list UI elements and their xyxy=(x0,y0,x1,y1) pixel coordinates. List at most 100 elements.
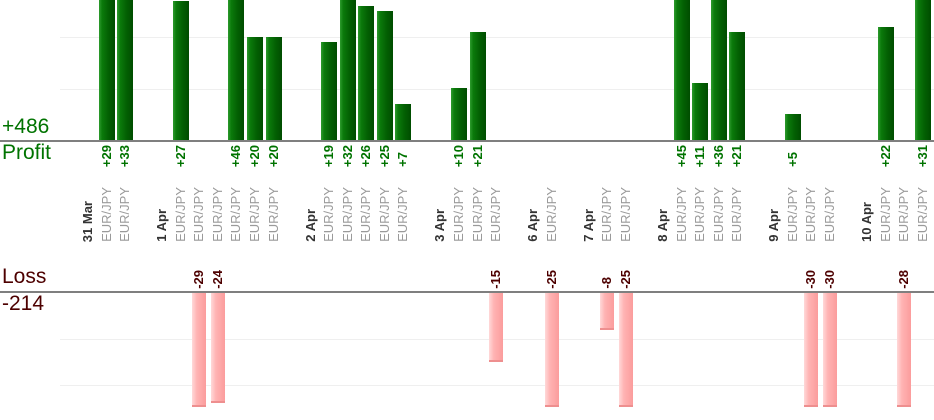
symbol-label: EUR/JPY xyxy=(599,187,615,242)
profit-value-label: +11 xyxy=(692,145,708,167)
profit-bar xyxy=(265,37,282,140)
profit-value-label: +5 xyxy=(784,152,800,167)
date-label: 31 Mar xyxy=(80,200,95,242)
loss-axis-line xyxy=(0,291,934,293)
symbol-label: EUR/JPY xyxy=(395,187,411,242)
symbol-label: EUR/JPY xyxy=(451,187,466,242)
profit-bar xyxy=(451,88,467,140)
profit-axis-line xyxy=(0,140,934,142)
symbol-label: EUR/JPY xyxy=(321,187,337,242)
symbol-label: EUR/JPY xyxy=(246,187,262,242)
loss-total-label: -214 xyxy=(2,292,45,315)
loss-value-label: -25 xyxy=(543,270,559,289)
symbol-label: EUR/JPY xyxy=(673,187,689,242)
profit-bar xyxy=(172,1,189,140)
loss-bar xyxy=(192,293,207,407)
symbol-label: EUR/JPY xyxy=(209,187,225,242)
symbol-label: EUR/JPY xyxy=(877,187,893,242)
profit-bar xyxy=(673,0,690,140)
loss-axis-title: Loss xyxy=(2,265,47,288)
symbol-label: EUR/JPY xyxy=(228,187,244,242)
profit-value-label: +45 xyxy=(673,144,689,167)
loss-value-label: -28 xyxy=(896,270,912,289)
profit-bar xyxy=(376,11,393,140)
profit-value-label: +46 xyxy=(228,144,244,167)
profit-value-label: +22 xyxy=(877,144,893,167)
profit-value-label: +21 xyxy=(729,144,745,167)
symbol-label: EUR/JPY xyxy=(914,187,930,242)
loss-value-label: -15 xyxy=(488,270,504,289)
profit-bar xyxy=(784,114,801,140)
profit-bar xyxy=(98,0,115,140)
profit-value-label: +19 xyxy=(321,144,337,167)
loss-value-label: -24 xyxy=(209,270,225,289)
symbol-label: EUR/JPY xyxy=(803,187,819,242)
profit-value-label: +33 xyxy=(117,144,133,167)
profit-bar xyxy=(228,0,245,140)
gridline xyxy=(60,89,934,90)
profit-value-label: +36 xyxy=(710,144,726,167)
date-label: 7 Apr xyxy=(580,209,596,242)
profit-bar xyxy=(117,0,134,140)
symbol-label: EUR/JPY xyxy=(117,187,133,242)
symbol-label: EUR/JPY xyxy=(98,187,114,242)
loss-value-label: -25 xyxy=(617,270,633,289)
symbol-label: EUR/JPY xyxy=(710,187,726,242)
loss-bar xyxy=(489,293,504,362)
date-label: 9 Apr xyxy=(766,209,782,242)
profit-bar xyxy=(321,42,338,140)
symbol-label: EUR/JPY xyxy=(172,187,188,242)
loss-bar xyxy=(804,293,819,407)
profit-value-label: +10 xyxy=(451,144,466,167)
symbol-label: EUR/JPY xyxy=(543,187,559,242)
gridline xyxy=(60,385,934,386)
loss-bar xyxy=(544,293,559,407)
profit-value-label: +7 xyxy=(395,152,411,167)
symbol-label: EUR/JPY xyxy=(191,187,207,242)
profit-bar xyxy=(395,104,412,140)
loss-value-label: -29 xyxy=(191,270,207,289)
profit-value-label: +27 xyxy=(172,144,188,167)
profit-bar xyxy=(710,0,727,140)
symbol-label: EUR/JPY xyxy=(358,187,374,242)
profit-axis-title: Profit xyxy=(2,141,52,164)
profit-bar xyxy=(358,6,375,140)
loss-value-label: -30 xyxy=(822,270,837,289)
symbol-label: EUR/JPY xyxy=(469,187,485,242)
date-label: 1 Apr xyxy=(154,209,170,242)
symbol-label: EUR/JPY xyxy=(339,187,355,242)
date-label: 3 Apr xyxy=(432,209,448,242)
profit-value-label: +20 xyxy=(265,144,281,167)
date-label: 8 Apr xyxy=(655,209,671,242)
loss-value-label: -30 xyxy=(803,270,819,289)
date-label: 10 Apr xyxy=(859,202,875,242)
profit-bar xyxy=(469,32,486,140)
profit-bar xyxy=(339,0,356,140)
symbol-label: EUR/JPY xyxy=(692,187,708,242)
loss-bar xyxy=(823,293,837,407)
loss-bar xyxy=(210,293,225,403)
gridline xyxy=(60,37,934,38)
symbol-label: EUR/JPY xyxy=(729,187,745,242)
profit-value-label: +25 xyxy=(376,144,392,167)
profit-bar xyxy=(914,0,931,140)
profit-bar xyxy=(877,27,894,140)
symbol-label: EUR/JPY xyxy=(822,187,837,242)
symbol-label: EUR/JPY xyxy=(896,187,912,242)
loss-bar xyxy=(600,293,615,330)
profit-value-label: +29 xyxy=(98,144,114,167)
loss-bar xyxy=(618,293,633,407)
loss-bar xyxy=(897,293,912,407)
symbol-label: EUR/JPY xyxy=(784,187,800,242)
profit-bar xyxy=(692,83,709,140)
loss-value-label: -8 xyxy=(599,277,615,289)
symbol-label: EUR/JPY xyxy=(617,187,633,242)
symbol-label: EUR/JPY xyxy=(376,187,392,242)
profit-bar xyxy=(246,37,263,140)
profit-value-label: +21 xyxy=(469,144,485,167)
profit-bar xyxy=(729,32,746,140)
profit-value-label: +26 xyxy=(358,144,374,167)
date-label: 2 Apr xyxy=(302,209,318,242)
profit-value-label: +32 xyxy=(339,144,355,167)
